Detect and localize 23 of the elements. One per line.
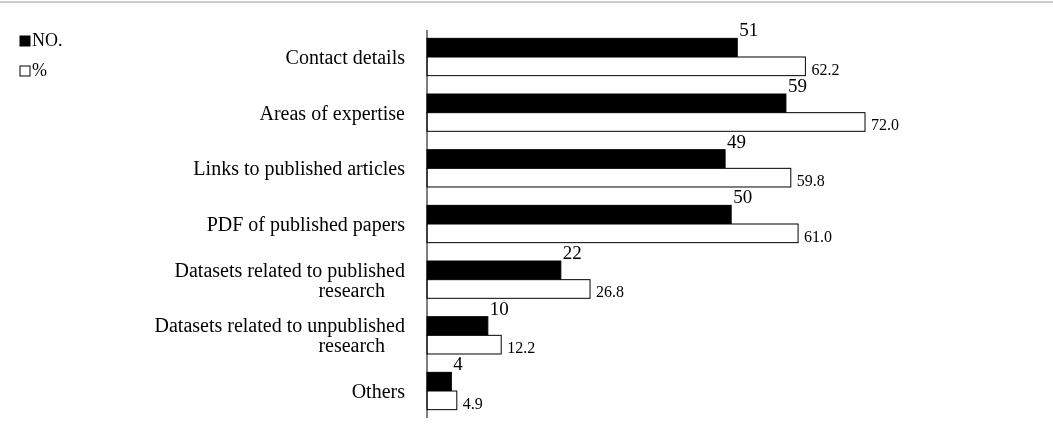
data-label: 12.2 (507, 338, 536, 356)
legend-label: NO. (32, 30, 63, 50)
data-label: 50 (733, 186, 753, 208)
y-tick-label: Contact details (285, 46, 406, 68)
data-label: 61.0 (804, 227, 833, 245)
data-label: 72.0 (871, 116, 899, 134)
y-tick-label: Datasets related to published research (174, 258, 405, 301)
data-label: 4.9 (462, 394, 483, 412)
y-tick-label: PDF of published papers (206, 213, 406, 236)
data-label: 59.8 (796, 171, 825, 189)
data-label: 51 (739, 19, 759, 41)
y-tick-label: Links to published articles (193, 157, 406, 181)
data-label: 59 (787, 75, 807, 97)
data-label: 4 (453, 353, 464, 375)
y-tick-label: Areas of expertise (259, 101, 406, 125)
data-label: 10 (489, 297, 509, 319)
data-label: 49 (727, 130, 747, 152)
data-label: 62.2 (811, 60, 840, 78)
legend-label: % (32, 60, 47, 80)
y-tick-label: Datasets related to unpublished research (154, 314, 405, 357)
y-tick-label: Others (351, 380, 406, 402)
data-label: 22 (562, 242, 582, 264)
data-label: 26.8 (596, 283, 625, 301)
